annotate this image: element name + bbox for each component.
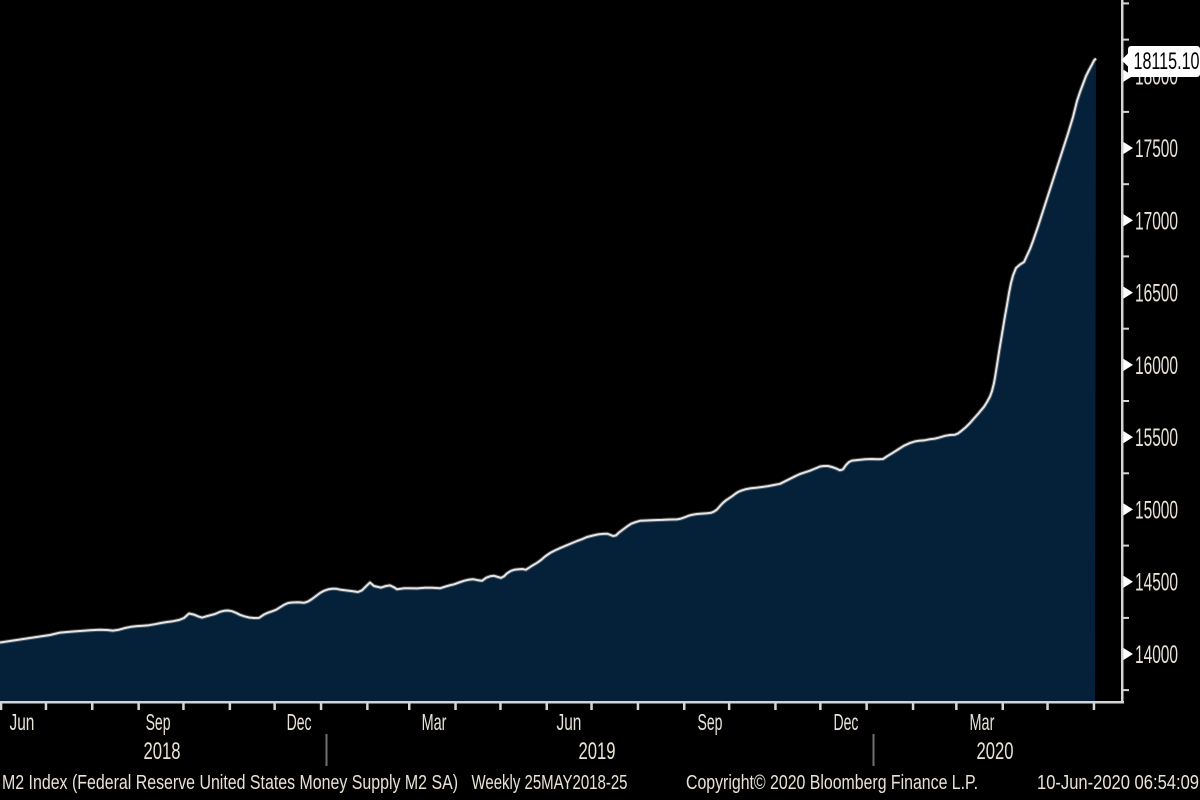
svg-text:Dec: Dec	[834, 709, 859, 735]
svg-text:Mar: Mar	[970, 709, 995, 735]
svg-text:Dec: Dec	[287, 709, 312, 735]
svg-text:10-Jun-2020 06:54:09: 10-Jun-2020 06:54:09	[1037, 772, 1199, 794]
svg-text:Copyright© 2020 Bloomberg Fina: Copyright© 2020 Bloomberg Finance L.P.	[686, 772, 978, 794]
svg-text:14500: 14500	[1135, 569, 1178, 597]
svg-text:15500: 15500	[1135, 424, 1178, 452]
svg-text:Mar: Mar	[422, 709, 447, 735]
svg-text:17500: 17500	[1135, 135, 1178, 163]
svg-text:Sep: Sep	[146, 709, 171, 735]
svg-text:Jun: Jun	[10, 709, 35, 735]
svg-text:15000: 15000	[1135, 496, 1178, 524]
svg-text:Sep: Sep	[698, 709, 723, 735]
svg-text:18115.10: 18115.10	[1134, 48, 1200, 75]
svg-text:Jun: Jun	[557, 709, 582, 735]
svg-text:2018: 2018	[144, 738, 181, 765]
svg-text:16500: 16500	[1135, 280, 1178, 308]
svg-text:2020: 2020	[977, 738, 1014, 765]
svg-text:17000: 17000	[1135, 207, 1178, 235]
svg-text:M2 Index (Federal Reserve Unit: M2 Index (Federal Reserve United States …	[2, 772, 458, 794]
svg-text:2019: 2019	[579, 738, 616, 765]
svg-text:14000: 14000	[1135, 641, 1178, 669]
svg-text:16000: 16000	[1135, 352, 1178, 380]
svg-text:Weekly 25MAY2018-25: Weekly 25MAY2018-25	[472, 772, 628, 794]
